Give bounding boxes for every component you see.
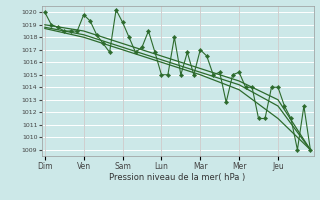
X-axis label: Pression niveau de la mer( hPa ): Pression niveau de la mer( hPa )	[109, 173, 246, 182]
